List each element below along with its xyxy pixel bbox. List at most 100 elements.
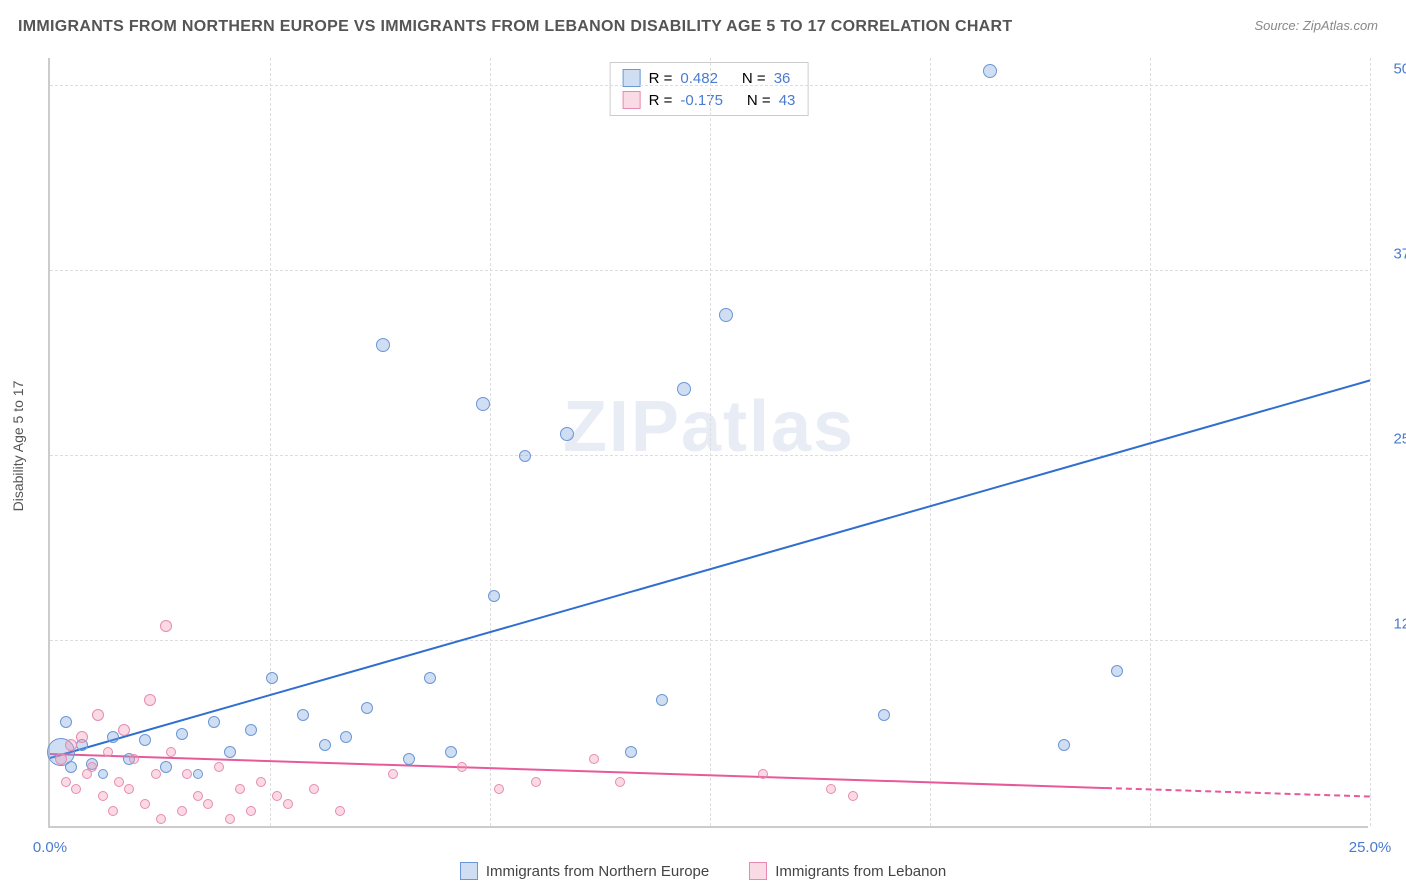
gridline-h — [50, 270, 1368, 271]
data-point — [677, 382, 691, 396]
trend-line — [50, 753, 1106, 789]
y-axis-label: Disability Age 5 to 17 — [10, 315, 26, 446]
data-point — [160, 761, 172, 773]
data-point — [319, 739, 331, 751]
data-point — [519, 450, 531, 462]
data-point — [246, 806, 256, 816]
gridline-v — [710, 58, 711, 826]
data-point — [176, 728, 188, 740]
gridline-v — [270, 58, 271, 826]
data-point — [560, 427, 574, 441]
data-point — [826, 784, 836, 794]
chart-container: IMMIGRANTS FROM NORTHERN EUROPE VS IMMIG… — [0, 0, 1406, 892]
data-point — [156, 814, 166, 824]
data-point — [272, 791, 282, 801]
correlation-row-1: R = -0.175 N = 43 — [623, 89, 796, 111]
legend-item-1: Immigrants from Lebanon — [749, 862, 946, 880]
data-point — [245, 724, 257, 736]
data-point — [656, 694, 668, 706]
data-point — [283, 799, 293, 809]
data-point — [214, 762, 224, 772]
data-point — [256, 777, 266, 787]
gridline-h — [50, 455, 1368, 456]
y-tick-label: 25.0% — [1393, 430, 1406, 447]
legend-item-0: Immigrants from Northern Europe — [460, 862, 709, 880]
trend-line — [1106, 787, 1370, 798]
data-point — [151, 769, 161, 779]
data-point — [625, 746, 637, 758]
data-point — [76, 731, 88, 743]
data-point — [193, 791, 203, 801]
correlation-legend: R = 0.482 N = 36 R = -0.175 N = 43 — [610, 62, 809, 116]
data-point — [225, 814, 235, 824]
data-point — [71, 784, 81, 794]
data-point — [457, 762, 467, 772]
data-point — [297, 709, 309, 721]
y-tick-label: 37.5% — [1393, 245, 1406, 262]
y-tick-label: 12.5% — [1393, 615, 1406, 632]
data-point — [60, 716, 72, 728]
data-point — [376, 338, 390, 352]
data-point — [144, 694, 156, 706]
source-label: Source: ZipAtlas.com — [1254, 18, 1378, 33]
data-point — [589, 754, 599, 764]
data-point — [615, 777, 625, 787]
data-point — [65, 739, 77, 751]
y-tick-label: 50.0% — [1393, 60, 1406, 77]
data-point — [203, 799, 213, 809]
data-point — [403, 753, 415, 765]
correlation-row-0: R = 0.482 N = 36 — [623, 67, 796, 89]
data-point — [445, 746, 457, 758]
data-point — [224, 746, 236, 758]
plot-area: ZIPatlas R = 0.482 N = 36 R = -0.175 N =… — [48, 58, 1368, 828]
gridline-h — [50, 640, 1368, 641]
data-point — [129, 754, 139, 764]
data-point — [335, 806, 345, 816]
data-point — [177, 806, 187, 816]
data-point — [878, 709, 890, 721]
data-point — [92, 709, 104, 721]
data-point — [388, 769, 398, 779]
data-point — [107, 731, 119, 743]
data-point — [114, 777, 124, 787]
gridline-v — [930, 58, 931, 826]
data-point — [108, 806, 118, 816]
x-tick-label: 25.0% — [1349, 839, 1392, 856]
data-point — [193, 769, 203, 779]
data-point — [983, 64, 997, 78]
data-point — [160, 620, 172, 632]
data-point — [848, 791, 858, 801]
data-point — [118, 724, 130, 736]
data-point — [476, 397, 490, 411]
series-legend: Immigrants from Northern Europe Immigran… — [0, 862, 1406, 880]
data-point — [65, 761, 77, 773]
swatch-icon — [749, 862, 767, 880]
data-point — [124, 784, 134, 794]
gridline-v — [490, 58, 491, 826]
data-point — [309, 784, 319, 794]
chart-title: IMMIGRANTS FROM NORTHERN EUROPE VS IMMIG… — [18, 18, 1012, 36]
data-point — [61, 777, 71, 787]
data-point — [166, 747, 176, 757]
data-point — [208, 716, 220, 728]
swatch-icon — [460, 862, 478, 880]
data-point — [55, 753, 67, 765]
data-point — [87, 762, 97, 772]
data-point — [266, 672, 278, 684]
data-point — [531, 777, 541, 787]
data-point — [140, 799, 150, 809]
data-point — [182, 769, 192, 779]
data-point — [494, 784, 504, 794]
data-point — [98, 769, 108, 779]
data-point — [1111, 665, 1123, 677]
data-point — [1058, 739, 1070, 751]
swatch-icon — [623, 91, 641, 109]
data-point — [488, 590, 500, 602]
gridline-h — [50, 85, 1368, 86]
data-point — [103, 747, 113, 757]
data-point — [361, 702, 373, 714]
data-point — [98, 791, 108, 801]
data-point — [424, 672, 436, 684]
gridline-v — [1370, 58, 1371, 826]
x-tick-label: 0.0% — [33, 839, 67, 856]
